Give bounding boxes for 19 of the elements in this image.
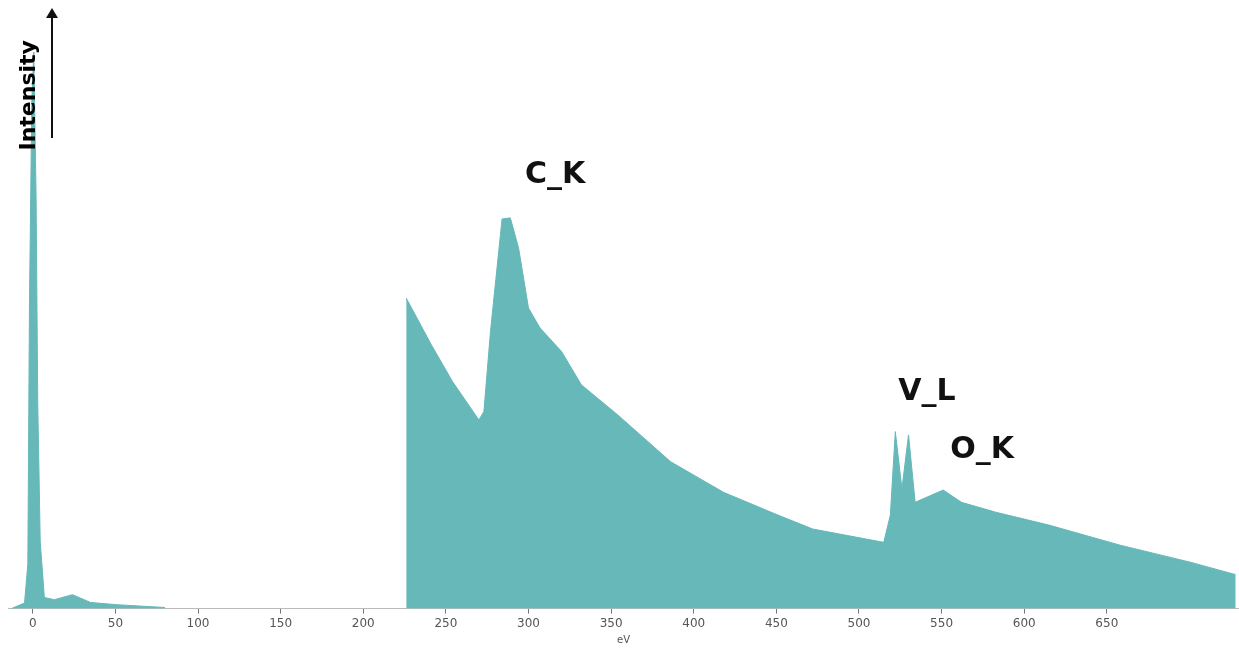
x-tick-label: 500 [847,615,871,630]
annotation: V_L [898,371,956,407]
x-tick-label: 550 [930,615,954,630]
annotation: C_K [524,154,587,190]
x-tick-label: 350 [599,615,623,630]
x-tick-label: 600 [1012,615,1036,630]
x-tick-label: 100 [186,615,210,630]
x-tick-label: 400 [682,615,706,630]
x-tick-label: 300 [517,615,540,630]
annotation: O_K [950,429,1016,465]
x-tick-label: 250 [434,615,458,630]
x-axis-title: eV [617,633,631,645]
x-tick-label: 50 [107,615,124,630]
x-tick-label: 200 [351,615,375,630]
x-tick-label: 650 [1095,615,1119,630]
x-tick-label: 150 [269,615,293,630]
x-tick-label: 0 [28,615,37,630]
x-tick-label: 450 [764,615,788,630]
y-axis-title: Intensity [14,39,40,150]
